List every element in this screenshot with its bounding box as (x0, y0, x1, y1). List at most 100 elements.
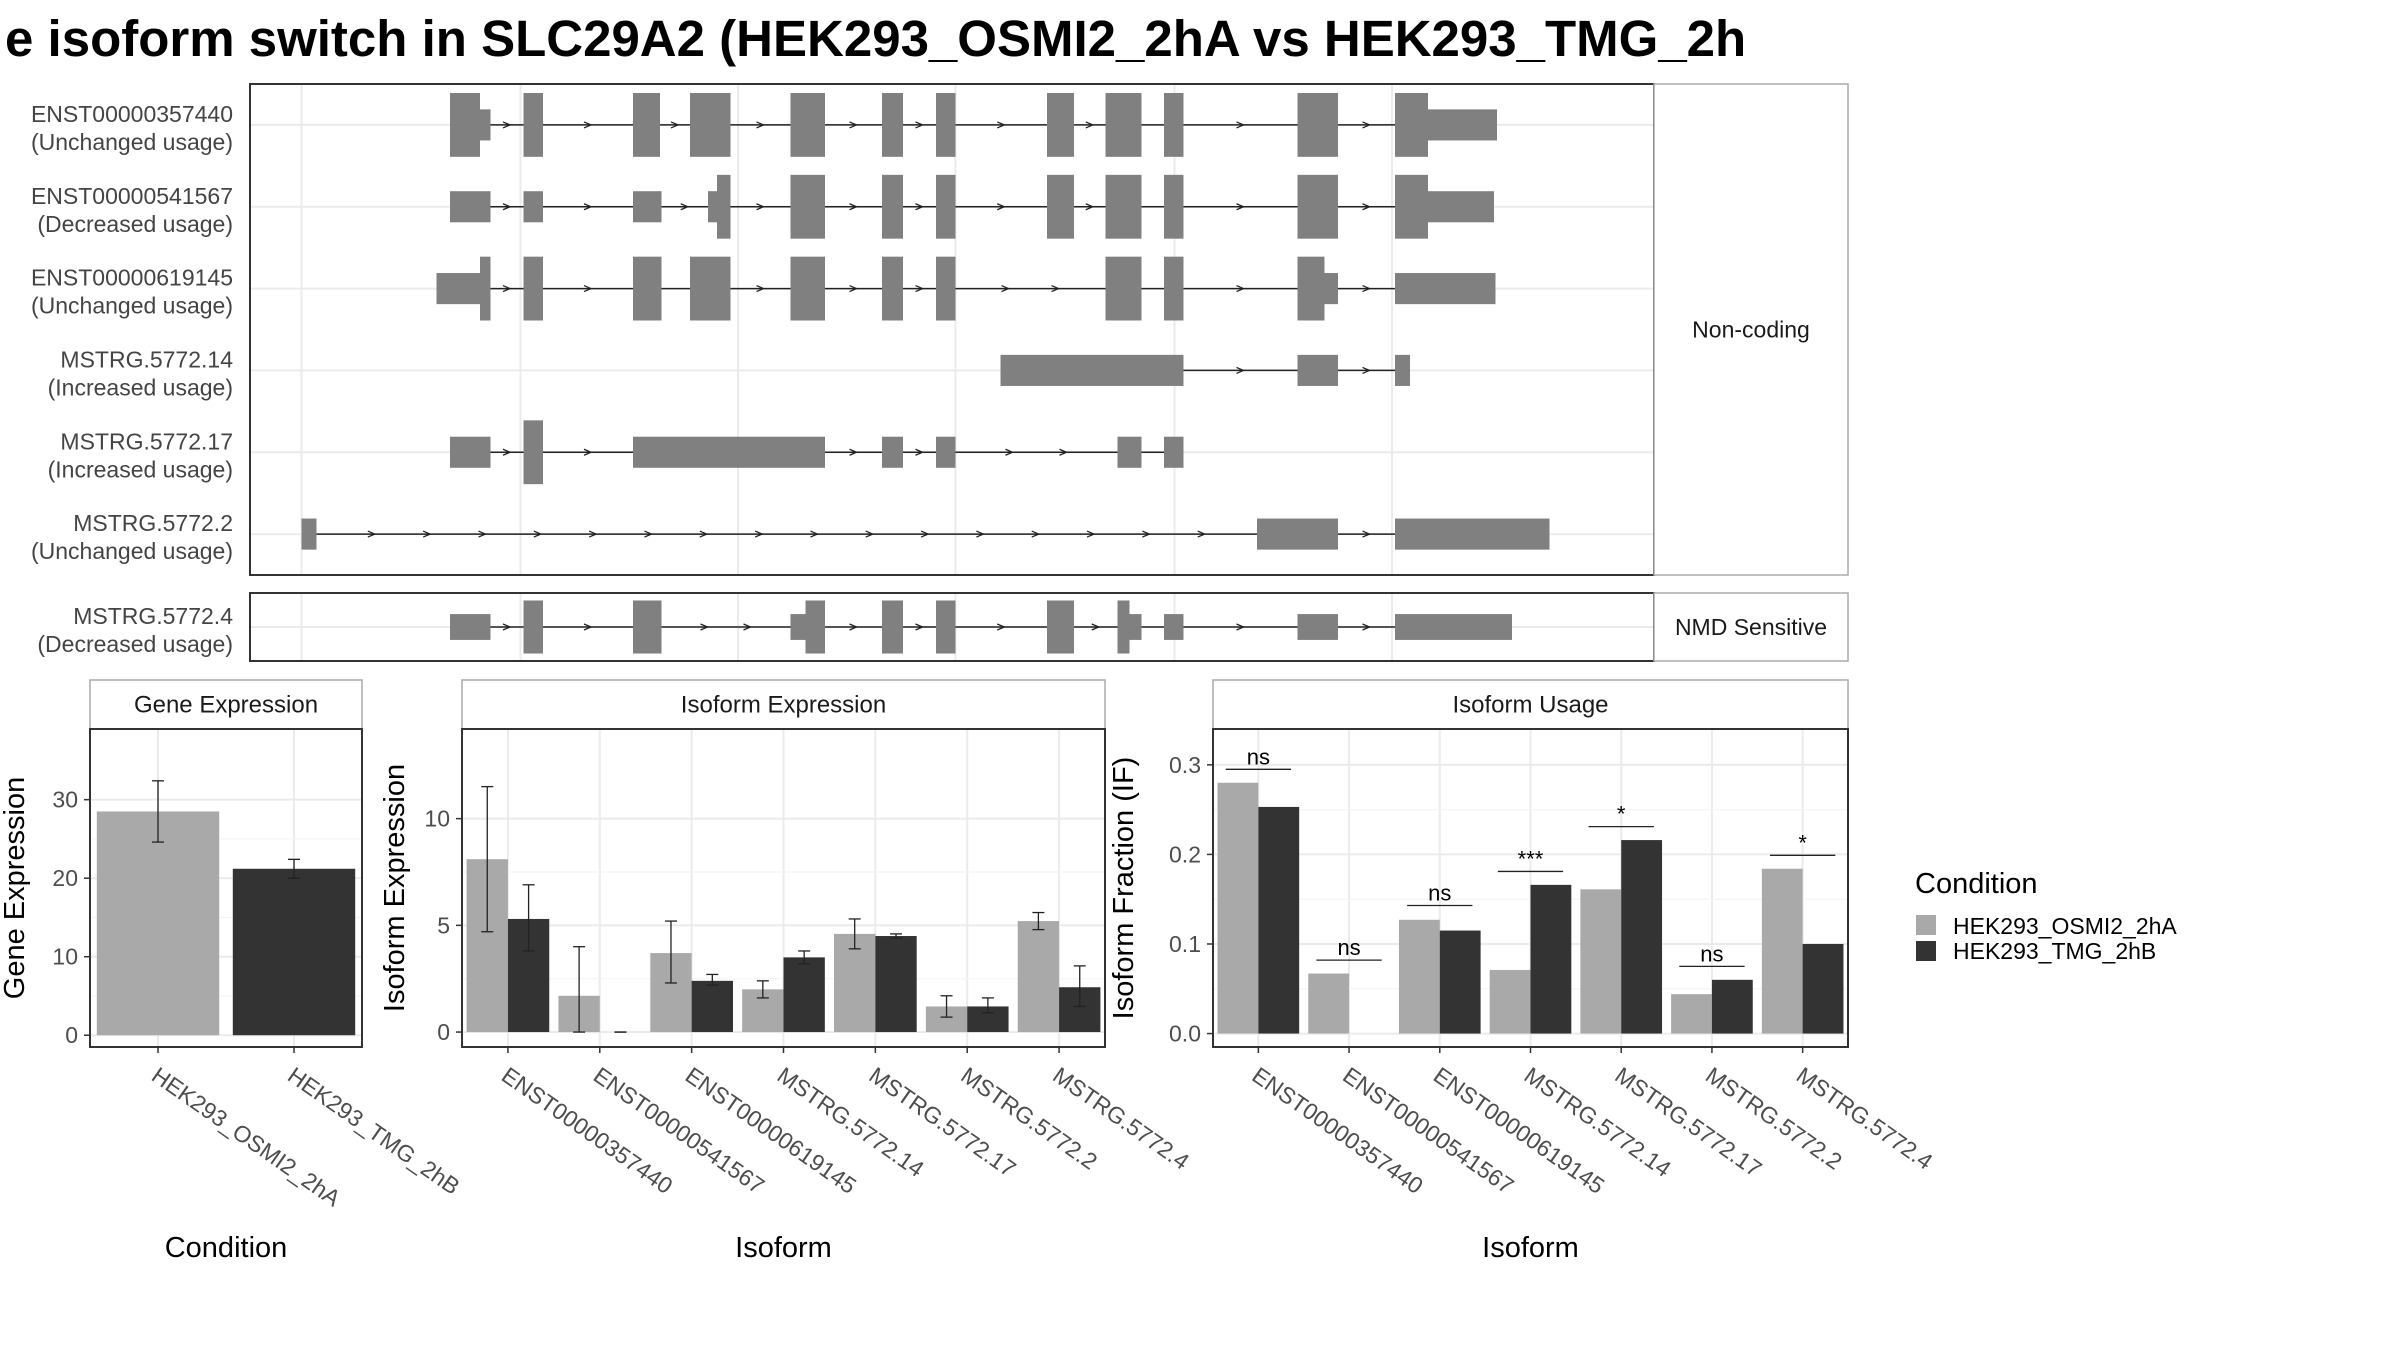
direction-arrow (583, 448, 593, 456)
utr-exon (1297, 614, 1338, 640)
significance-label: ns (1700, 941, 1723, 966)
bar (96, 811, 220, 1036)
direction-arrow (502, 284, 512, 293)
coding-exon (523, 256, 543, 321)
facet-strip (1653, 592, 1849, 662)
utr-exon (1164, 614, 1184, 640)
coding-exon (523, 600, 543, 654)
coding-exon (882, 600, 903, 654)
utr-exon (753, 436, 825, 468)
transcript-track (450, 420, 1184, 485)
direction-arrow (849, 448, 859, 456)
coding-exon (1164, 174, 1184, 239)
direction-arrow (1051, 284, 1061, 293)
bar (1308, 973, 1350, 1034)
x-axis-title: Condition (165, 1232, 288, 1264)
transcript-usage-label: (Increased usage) (48, 456, 233, 482)
bar (1258, 806, 1300, 1034)
coding-exon (1047, 93, 1074, 157)
direction-arrow (502, 121, 512, 129)
direction-arrow (849, 284, 859, 293)
utr-exon (480, 109, 491, 141)
condition-legend: Condition HEK293_OSMI2_2hA HEK293_TMG_2h… (1915, 868, 2177, 964)
coding-exon (1395, 93, 1428, 157)
direction-arrow (502, 203, 512, 211)
coding-exon (1117, 600, 1130, 654)
y-tick-label: 0 (65, 1022, 78, 1048)
direction-arrow (478, 530, 488, 538)
utr-exon (1395, 354, 1410, 386)
direction-arrow (996, 623, 1006, 631)
direction-arrow (367, 530, 377, 538)
coding-exon (523, 93, 543, 157)
utr-exon (450, 614, 491, 640)
coding-exon (1047, 174, 1074, 239)
coding-exon (936, 256, 956, 321)
coding-exon (523, 420, 543, 485)
x-axis-title: Isoform (1482, 1232, 1579, 1264)
direction-arrow (1362, 623, 1372, 631)
bar (875, 936, 917, 1033)
y-tick-label: 30 (52, 787, 78, 813)
utr-exon (1129, 614, 1142, 640)
y-tick-label: 5 (437, 912, 450, 938)
direction-arrow (700, 623, 710, 631)
direction-arrow (849, 623, 859, 631)
direction-arrow (1362, 121, 1372, 129)
transcript-id-label: ENST00000357440 (31, 101, 233, 127)
direction-arrow (1362, 366, 1372, 375)
direction-arrow (1086, 530, 1096, 538)
direction-arrow (756, 284, 766, 293)
direction-arrow (996, 203, 1006, 211)
utr-exon (436, 273, 480, 305)
utr-exon (1297, 354, 1338, 386)
direction-arrow (1236, 623, 1246, 631)
y-axis-title: Gene Expression (0, 777, 31, 999)
direction-arrow (1031, 530, 1041, 538)
coding-exon (717, 174, 731, 239)
x-tick-label: ENST00000619145 (681, 1062, 861, 1199)
transcript-usage-label: (Unchanged usage) (31, 293, 233, 319)
transcript-id-label: MSTRG.5772.4 (73, 603, 233, 629)
significance-label: *** (1518, 846, 1544, 871)
transcript-usage-label: (Decreased usage) (37, 631, 233, 657)
utr-exon (450, 191, 491, 223)
significance-label: ns (1337, 935, 1360, 960)
bar (1439, 930, 1481, 1034)
direction-arrow (1142, 530, 1152, 538)
bar (1711, 979, 1753, 1034)
direction-arrow (502, 623, 512, 631)
direction-arrow (1236, 366, 1246, 375)
transcript-id-label: MSTRG.5772.14 (60, 346, 233, 372)
direction-arrow (644, 530, 654, 538)
plot-border (89, 728, 363, 1048)
coding-exon (1105, 256, 1142, 321)
utr-exon (1324, 273, 1338, 305)
direction-arrow (422, 530, 432, 538)
y-tick-label: 0.1 (1169, 931, 1201, 957)
coding-exon (790, 256, 825, 321)
transcript-track (450, 93, 1497, 157)
coding-exon (633, 256, 662, 321)
direction-arrow (915, 448, 925, 456)
utr-exon (301, 518, 317, 550)
coding-exon (1105, 174, 1142, 239)
coding-exon (1164, 256, 1184, 321)
direction-arrow (754, 530, 764, 538)
coding-exon (790, 174, 825, 239)
bar (783, 957, 825, 1033)
utr-exon (633, 191, 662, 223)
x-axis-title: Isoform (735, 1232, 832, 1264)
direction-arrow (1005, 448, 1015, 456)
legend-swatch-osmi2 (1916, 915, 1936, 935)
direction-arrow (583, 623, 593, 631)
bar (1802, 943, 1844, 1034)
direction-arrow (1236, 121, 1246, 129)
coding-exon (936, 93, 956, 157)
bar (1621, 840, 1663, 1034)
transcript-id-label: MSTRG.5772.2 (73, 510, 233, 536)
panel-strip (461, 679, 1106, 730)
utr-exon (1000, 354, 1184, 386)
facet-strip (1653, 83, 1849, 576)
